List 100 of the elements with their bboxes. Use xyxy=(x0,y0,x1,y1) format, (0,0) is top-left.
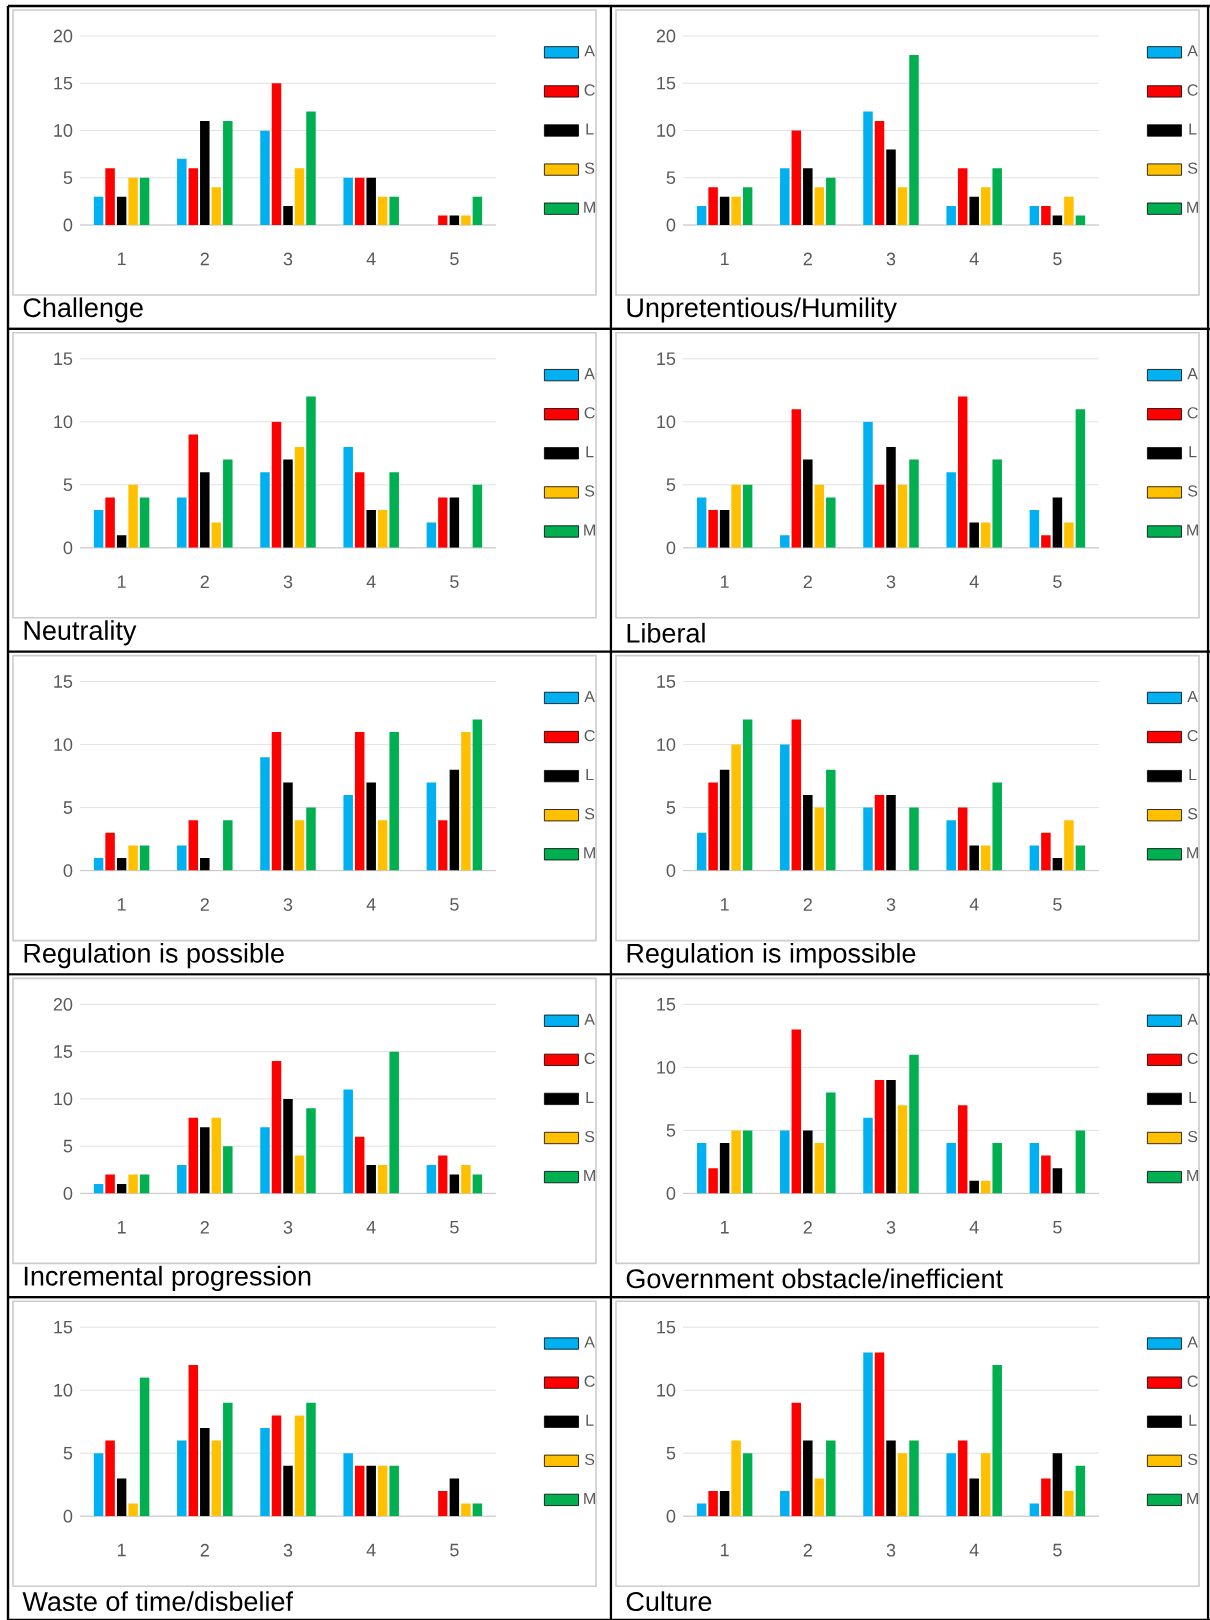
legend-label: C xyxy=(1187,729,1198,742)
bar xyxy=(366,782,376,871)
legend-label: L xyxy=(1189,1414,1197,1426)
legend-label: C xyxy=(584,1375,595,1387)
bar xyxy=(449,769,460,871)
bar xyxy=(188,1365,199,1517)
y-tick-label: 5 xyxy=(63,801,73,814)
bar xyxy=(105,168,115,225)
bar xyxy=(200,1127,210,1194)
bar xyxy=(814,807,825,871)
x-tick-label: 1 xyxy=(117,898,126,911)
bar xyxy=(177,158,187,225)
bar xyxy=(1041,206,1051,225)
bar xyxy=(696,1143,707,1194)
bar xyxy=(874,484,885,548)
bar xyxy=(343,795,353,871)
x-tick-label: 4 xyxy=(969,252,979,265)
legend-label: M xyxy=(1187,1492,1198,1504)
legend-label: L xyxy=(1189,769,1197,781)
bar xyxy=(874,121,885,225)
bar xyxy=(105,497,115,548)
legend-label: M xyxy=(1187,201,1198,213)
legend-label: C xyxy=(1187,1375,1198,1387)
bar xyxy=(116,196,127,225)
x-tick-label: 5 xyxy=(1053,575,1062,588)
legend-label: L xyxy=(1189,123,1197,135)
legend-label: L xyxy=(586,1091,594,1103)
bar xyxy=(211,1440,222,1517)
bar xyxy=(791,409,802,548)
bar xyxy=(992,168,1002,225)
bar xyxy=(200,1428,210,1517)
bar xyxy=(826,769,836,871)
y-tick-label: 5 xyxy=(666,478,676,492)
bar xyxy=(742,1453,753,1517)
bar xyxy=(946,820,956,871)
bar xyxy=(211,1117,222,1194)
bar xyxy=(139,497,150,548)
text: Incremental progression xyxy=(24,1265,311,1292)
bar xyxy=(343,447,353,548)
bar xyxy=(969,196,979,225)
y-tick-label: 10 xyxy=(54,738,73,751)
x-tick-label: 5 xyxy=(450,1543,459,1557)
legend-label: C xyxy=(1187,1052,1198,1065)
y-tick-label: 5 xyxy=(666,801,676,814)
bar xyxy=(294,1415,305,1517)
bar xyxy=(1029,206,1040,225)
bar xyxy=(780,535,790,548)
bar xyxy=(377,1165,388,1194)
legend-label: M xyxy=(1187,524,1198,536)
legend-label: A xyxy=(1187,368,1198,380)
bar xyxy=(294,820,305,871)
bar xyxy=(449,215,460,225)
bar xyxy=(93,196,104,225)
text: Unpretentious/Humility xyxy=(627,297,897,323)
bar xyxy=(957,807,968,871)
bar xyxy=(957,168,968,225)
bar xyxy=(438,1491,448,1517)
bar xyxy=(438,1155,448,1194)
bar xyxy=(260,757,270,871)
bar xyxy=(426,782,437,871)
legend-label: C xyxy=(1187,407,1198,419)
y-tick-label: 10 xyxy=(657,415,676,429)
x-tick-label: 5 xyxy=(1053,898,1062,911)
legend-label: A xyxy=(1187,1336,1198,1348)
legend-label: A xyxy=(1187,1013,1198,1025)
bar xyxy=(105,832,115,871)
bar xyxy=(874,1080,885,1194)
bar xyxy=(223,121,233,225)
x-tick-label: 5 xyxy=(1053,1543,1062,1557)
x-tick-label: 2 xyxy=(200,1543,209,1557)
bar xyxy=(909,54,919,225)
bar xyxy=(200,858,210,871)
bar xyxy=(438,215,448,225)
x-tick-label: 4 xyxy=(969,1221,979,1234)
y-tick-label: 15 xyxy=(54,1045,73,1058)
bar xyxy=(1029,1143,1040,1194)
legend-label: S xyxy=(584,1130,595,1143)
bar xyxy=(886,447,896,548)
bar xyxy=(128,1174,138,1194)
bar xyxy=(271,83,282,225)
bar xyxy=(957,1440,968,1517)
y-tick-label: 0 xyxy=(666,1187,676,1200)
y-tick-label: 0 xyxy=(666,541,676,555)
bar xyxy=(897,1105,908,1194)
legend-label: C xyxy=(584,407,595,419)
y-tick-label: 20 xyxy=(53,29,73,43)
bar xyxy=(461,1503,471,1517)
bar xyxy=(1064,522,1074,548)
legend-label: M xyxy=(584,1170,595,1182)
x-tick-label: 1 xyxy=(720,898,729,911)
legend-label: S xyxy=(1187,808,1198,820)
bar xyxy=(1064,820,1074,871)
y-tick-label: 10 xyxy=(54,415,73,429)
y-tick-label: 0 xyxy=(63,218,73,232)
text: Regulation is impossible xyxy=(627,943,916,969)
y-tick-label: 10 xyxy=(657,1061,676,1074)
y-tick-label: 20 xyxy=(656,29,676,43)
bar xyxy=(1041,1478,1051,1517)
bar xyxy=(283,459,293,548)
bar xyxy=(791,719,802,871)
